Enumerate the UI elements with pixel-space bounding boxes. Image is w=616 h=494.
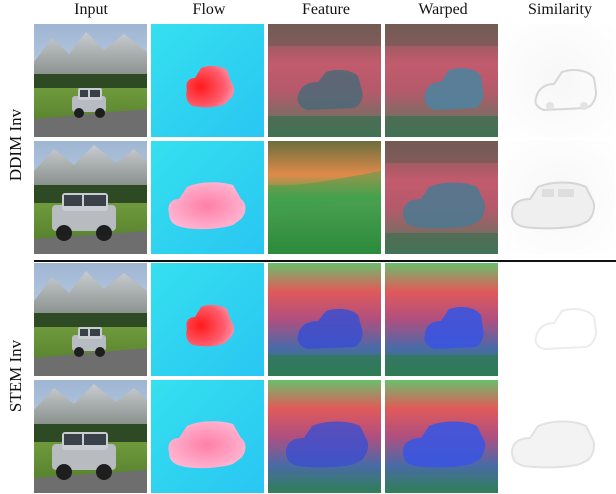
group-separator: [34, 260, 616, 262]
flow-map-row1: [151, 24, 264, 137]
warped-map-row3: [385, 263, 498, 376]
column-header-warped: Warped: [418, 1, 468, 18]
feature-map-row1: [268, 24, 381, 137]
column-header-input: Input: [74, 1, 108, 18]
column-header-similarity: Similarity: [528, 1, 592, 18]
row-group-label-ddim: DDIM Inv: [6, 108, 25, 182]
input-image-row4: [34, 380, 147, 493]
row-group-label-stem: STEM Inv: [6, 339, 25, 413]
similarity-map-row2: [502, 141, 615, 254]
column-header-feature: Feature: [302, 1, 350, 18]
similarity-map-row1: [502, 24, 615, 137]
warped-map-row1: [385, 24, 498, 137]
flow-map-row4: [151, 380, 264, 493]
similarity-map-row4: [502, 380, 615, 493]
input-image-row1: [34, 24, 147, 137]
feature-map-row4: [268, 380, 381, 493]
input-image-row3: [34, 263, 147, 376]
warped-map-row2: [385, 141, 498, 254]
warped-map-row4: [385, 380, 498, 493]
flow-map-row2: [151, 141, 264, 254]
feature-map-row3: [268, 263, 381, 376]
feature-map-row2: [268, 141, 381, 254]
similarity-map-row3: [502, 263, 615, 376]
flow-map-row3: [151, 263, 264, 376]
input-image-row2: [34, 141, 147, 254]
column-header-flow: Flow: [192, 1, 226, 18]
